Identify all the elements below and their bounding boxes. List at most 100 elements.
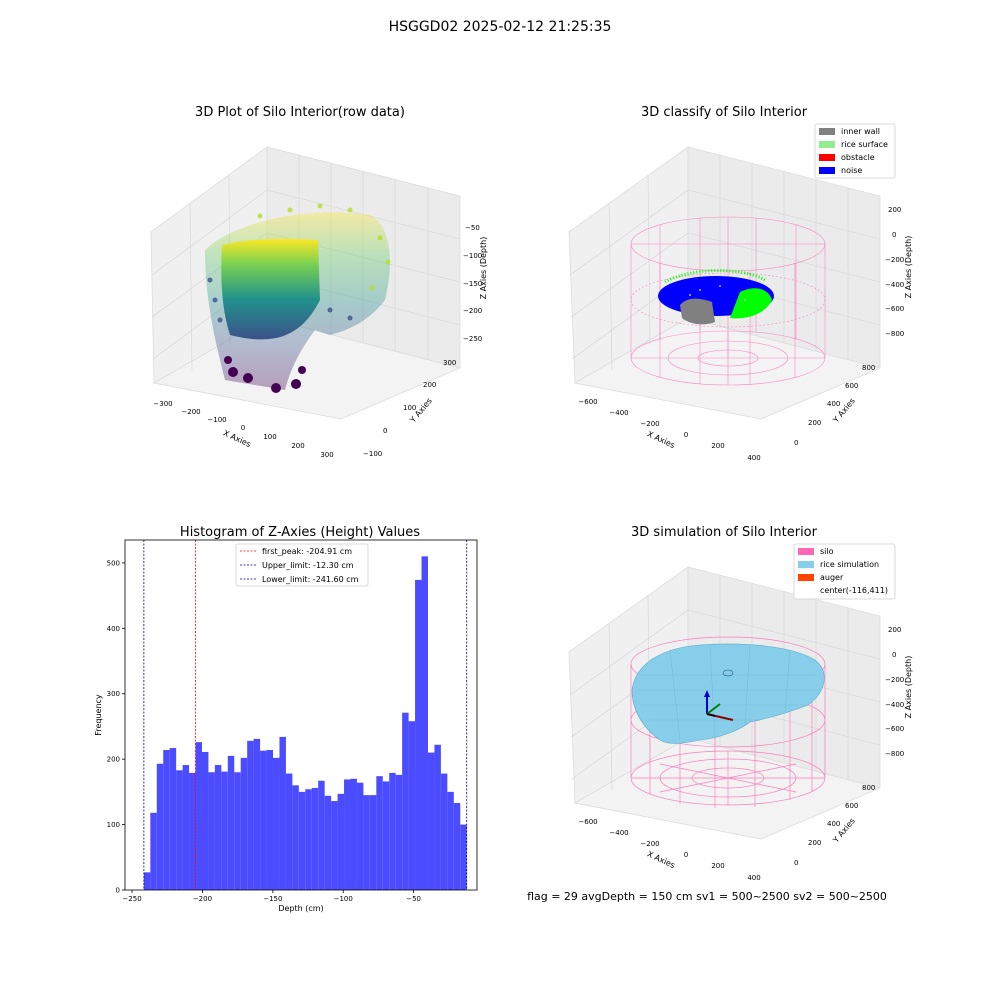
raw-x-tick: −100	[207, 416, 226, 424]
legend-label: first_peak: -204.91 cm	[262, 547, 352, 556]
legend-label: rice surface	[841, 140, 888, 149]
histogram-x-tick-label: −250	[122, 895, 141, 903]
legend-swatch-inner-wall	[819, 128, 835, 135]
histogram-y-tick-label: 100	[107, 821, 120, 829]
simulation-z-axis-label: Z Axies (Depth)	[904, 656, 913, 719]
classify-x-tick: 400	[747, 454, 760, 462]
histogram-y-tick-label: 500	[107, 559, 120, 567]
classify-y-tick: 0	[794, 439, 798, 447]
raw-z-tick: −200	[463, 307, 482, 315]
histogram-bar	[143, 872, 151, 890]
auger-axes-icon	[704, 690, 734, 721]
histogram-bar	[324, 795, 332, 890]
histogram-bar	[415, 579, 422, 890]
classify-z-tick: −400	[885, 281, 904, 289]
histogram-bar	[260, 750, 267, 890]
histogram-bar	[460, 824, 467, 890]
classify-z-tick: −800	[885, 330, 904, 338]
simulation-z-tick: 0	[892, 651, 896, 659]
histogram-bar	[279, 736, 286, 890]
histogram-bar	[305, 789, 312, 890]
simulation-x-tick: −400	[609, 829, 628, 837]
legend-label: obstacle	[841, 153, 875, 162]
legend-label: auger	[820, 573, 844, 582]
raw-x-tick: 200	[291, 442, 304, 450]
histogram-bar	[208, 772, 215, 890]
histogram-y-axis-label: Frequency	[94, 694, 103, 736]
simulation-z-tick: −600	[885, 725, 904, 733]
histogram-title: Histogram of Z-Axies (Height) Values	[180, 525, 420, 540]
legend-swatch-noise	[819, 167, 835, 174]
histogram-x-axis-label: Depth (cm)	[278, 904, 323, 913]
classify-x-axis-label: X Axies	[646, 429, 677, 450]
raw-z-axis-label: Z Axies (Depth)	[479, 237, 488, 300]
histogram-bar	[195, 742, 202, 890]
classify-z-tick: 0	[892, 231, 896, 239]
histogram-bar	[376, 776, 383, 890]
panel-simulation-z-ticks: 200 0 −200 −400 −600 −800	[885, 626, 904, 758]
classify-z-axis-label: Z Axies (Depth)	[904, 236, 913, 299]
histogram-bar	[285, 773, 293, 890]
histogram-bar	[447, 791, 454, 890]
simulation-x-tick: 0	[684, 851, 688, 859]
histogram-bar	[395, 774, 403, 890]
raw-y-tick: 200	[423, 381, 436, 389]
panel-raw-z-ticks: −50 −100 −150 −200 −250	[463, 224, 482, 343]
simulation-legend: silo rice simulation auger center(-116,4…	[793, 543, 896, 600]
simulation-y-tick: 200	[808, 839, 821, 847]
simulation-y-tick: 800	[862, 784, 875, 792]
classify-points	[658, 268, 774, 325]
histogram-bar	[421, 556, 428, 890]
classify-x-tick: 0	[684, 431, 688, 439]
classify-z-tick: −600	[885, 305, 904, 313]
histogram-bar	[163, 750, 170, 890]
histogram-x-tick-label: −50	[406, 895, 421, 903]
classify-y-tick: 400	[827, 400, 840, 408]
raw-z-tick: −50	[465, 224, 480, 232]
histogram-bar	[240, 757, 248, 890]
legend-swatch-auger	[798, 574, 814, 581]
simulation-x-tick: 200	[711, 862, 724, 870]
histogram-bar	[234, 772, 241, 890]
raw-y-tick: −100	[363, 450, 382, 458]
histogram-bar	[221, 771, 228, 890]
histogram-bar	[440, 773, 448, 890]
histogram-y-ticks: 0 100 200 300 400 500	[107, 559, 125, 895]
histogram-bar	[150, 812, 157, 890]
histogram-x-tick-label: −100	[334, 895, 353, 903]
panel-classify-z-ticks: 200 0 −200 −400 −600 −800	[885, 206, 904, 338]
raw-x-tick: 0	[241, 424, 245, 432]
classify-x-tick: −600	[578, 398, 597, 406]
histogram-bar	[337, 793, 345, 890]
raw-y-tick: 300	[443, 359, 456, 367]
simulation-y-tick: 400	[827, 820, 840, 828]
histogram-bar	[156, 763, 164, 890]
histogram-legend: first_peak: -204.91 cm Upper_limit: -12.…	[235, 543, 369, 587]
raw-z-tick: −100	[463, 252, 482, 260]
legend-label: Upper_limit: -12.30 cm	[262, 561, 354, 570]
histogram-bar	[253, 738, 261, 890]
classify-x-tick: 200	[711, 442, 724, 450]
simulation-x-axis-label: X Axies	[646, 849, 677, 870]
classify-x-tick: −200	[640, 420, 659, 428]
panel-raw-y-ticks: −100 0 100 200 300	[363, 359, 456, 458]
histogram-x-tick-label: −200	[193, 895, 212, 903]
legend-swatch-silo	[798, 548, 814, 555]
legend-swatch-rice-simulation	[798, 561, 814, 568]
classify-legend: inner wall rice surface obstacle noise	[814, 123, 896, 179]
panel-classify-title: 3D classify of Silo Interior	[641, 105, 808, 120]
histogram-bar	[273, 757, 280, 890]
raw-z-tick: −150	[463, 280, 482, 288]
raw-x-tick: 300	[320, 451, 333, 459]
histogram-bar	[389, 772, 396, 890]
simulation-x-tick: −600	[578, 818, 597, 826]
classify-y-tick: 600	[845, 382, 858, 390]
classify-z-tick: −200	[885, 256, 904, 264]
histogram-bar	[266, 750, 274, 890]
raw-y-tick: 100	[403, 404, 416, 412]
simulation-x-tick: −200	[640, 840, 659, 848]
histogram-plot-frame	[124, 539, 478, 891]
panel-classify-3d: 3D classify of Silo Interior	[568, 105, 913, 462]
histogram-bar	[182, 765, 190, 890]
legend-swatch-obstacle	[819, 154, 835, 161]
